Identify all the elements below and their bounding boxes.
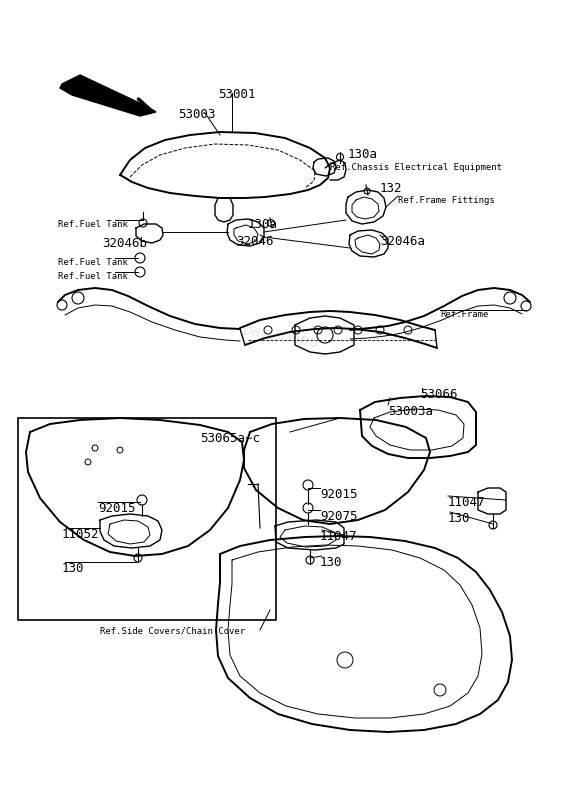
Text: Ref.Fuel Tank: Ref.Fuel Tank — [58, 220, 128, 229]
Text: 32046a: 32046a — [380, 235, 425, 248]
Text: 53066: 53066 — [420, 388, 457, 401]
Text: 130a: 130a — [248, 218, 278, 231]
Text: 130: 130 — [448, 512, 471, 525]
Text: Ref.Chassis Electrical Equipment: Ref.Chassis Electrical Equipment — [330, 163, 502, 172]
Polygon shape — [60, 75, 156, 116]
Text: 53065a~c: 53065a~c — [200, 432, 260, 445]
Text: Ref.Frame Fittings: Ref.Frame Fittings — [398, 196, 495, 205]
Text: 130: 130 — [62, 562, 85, 575]
Text: 130: 130 — [320, 556, 342, 569]
Text: 53003: 53003 — [178, 108, 215, 121]
Bar — [18, 418, 276, 620]
Text: 92075: 92075 — [320, 510, 357, 523]
Text: Ref.Frame: Ref.Frame — [440, 310, 488, 319]
Text: 130a: 130a — [348, 148, 378, 161]
Text: Ref.Fuel Tank: Ref.Fuel Tank — [58, 258, 128, 267]
Text: 11047: 11047 — [320, 530, 357, 543]
Text: 11052: 11052 — [62, 528, 99, 541]
Text: 32046b: 32046b — [102, 237, 147, 250]
Text: 11047: 11047 — [448, 496, 485, 509]
Text: 132: 132 — [380, 182, 402, 195]
Text: 92015: 92015 — [98, 502, 135, 515]
Text: 92015: 92015 — [320, 488, 357, 501]
Text: Ref.Fuel Tank: Ref.Fuel Tank — [58, 272, 128, 281]
Text: 32046: 32046 — [236, 235, 273, 248]
Text: 53003a: 53003a — [388, 405, 433, 418]
Text: Ref.Side Covers/Chain Cover: Ref.Side Covers/Chain Cover — [100, 626, 245, 635]
Text: partshepu: partshepu — [241, 322, 320, 350]
Text: 53001: 53001 — [218, 88, 256, 101]
